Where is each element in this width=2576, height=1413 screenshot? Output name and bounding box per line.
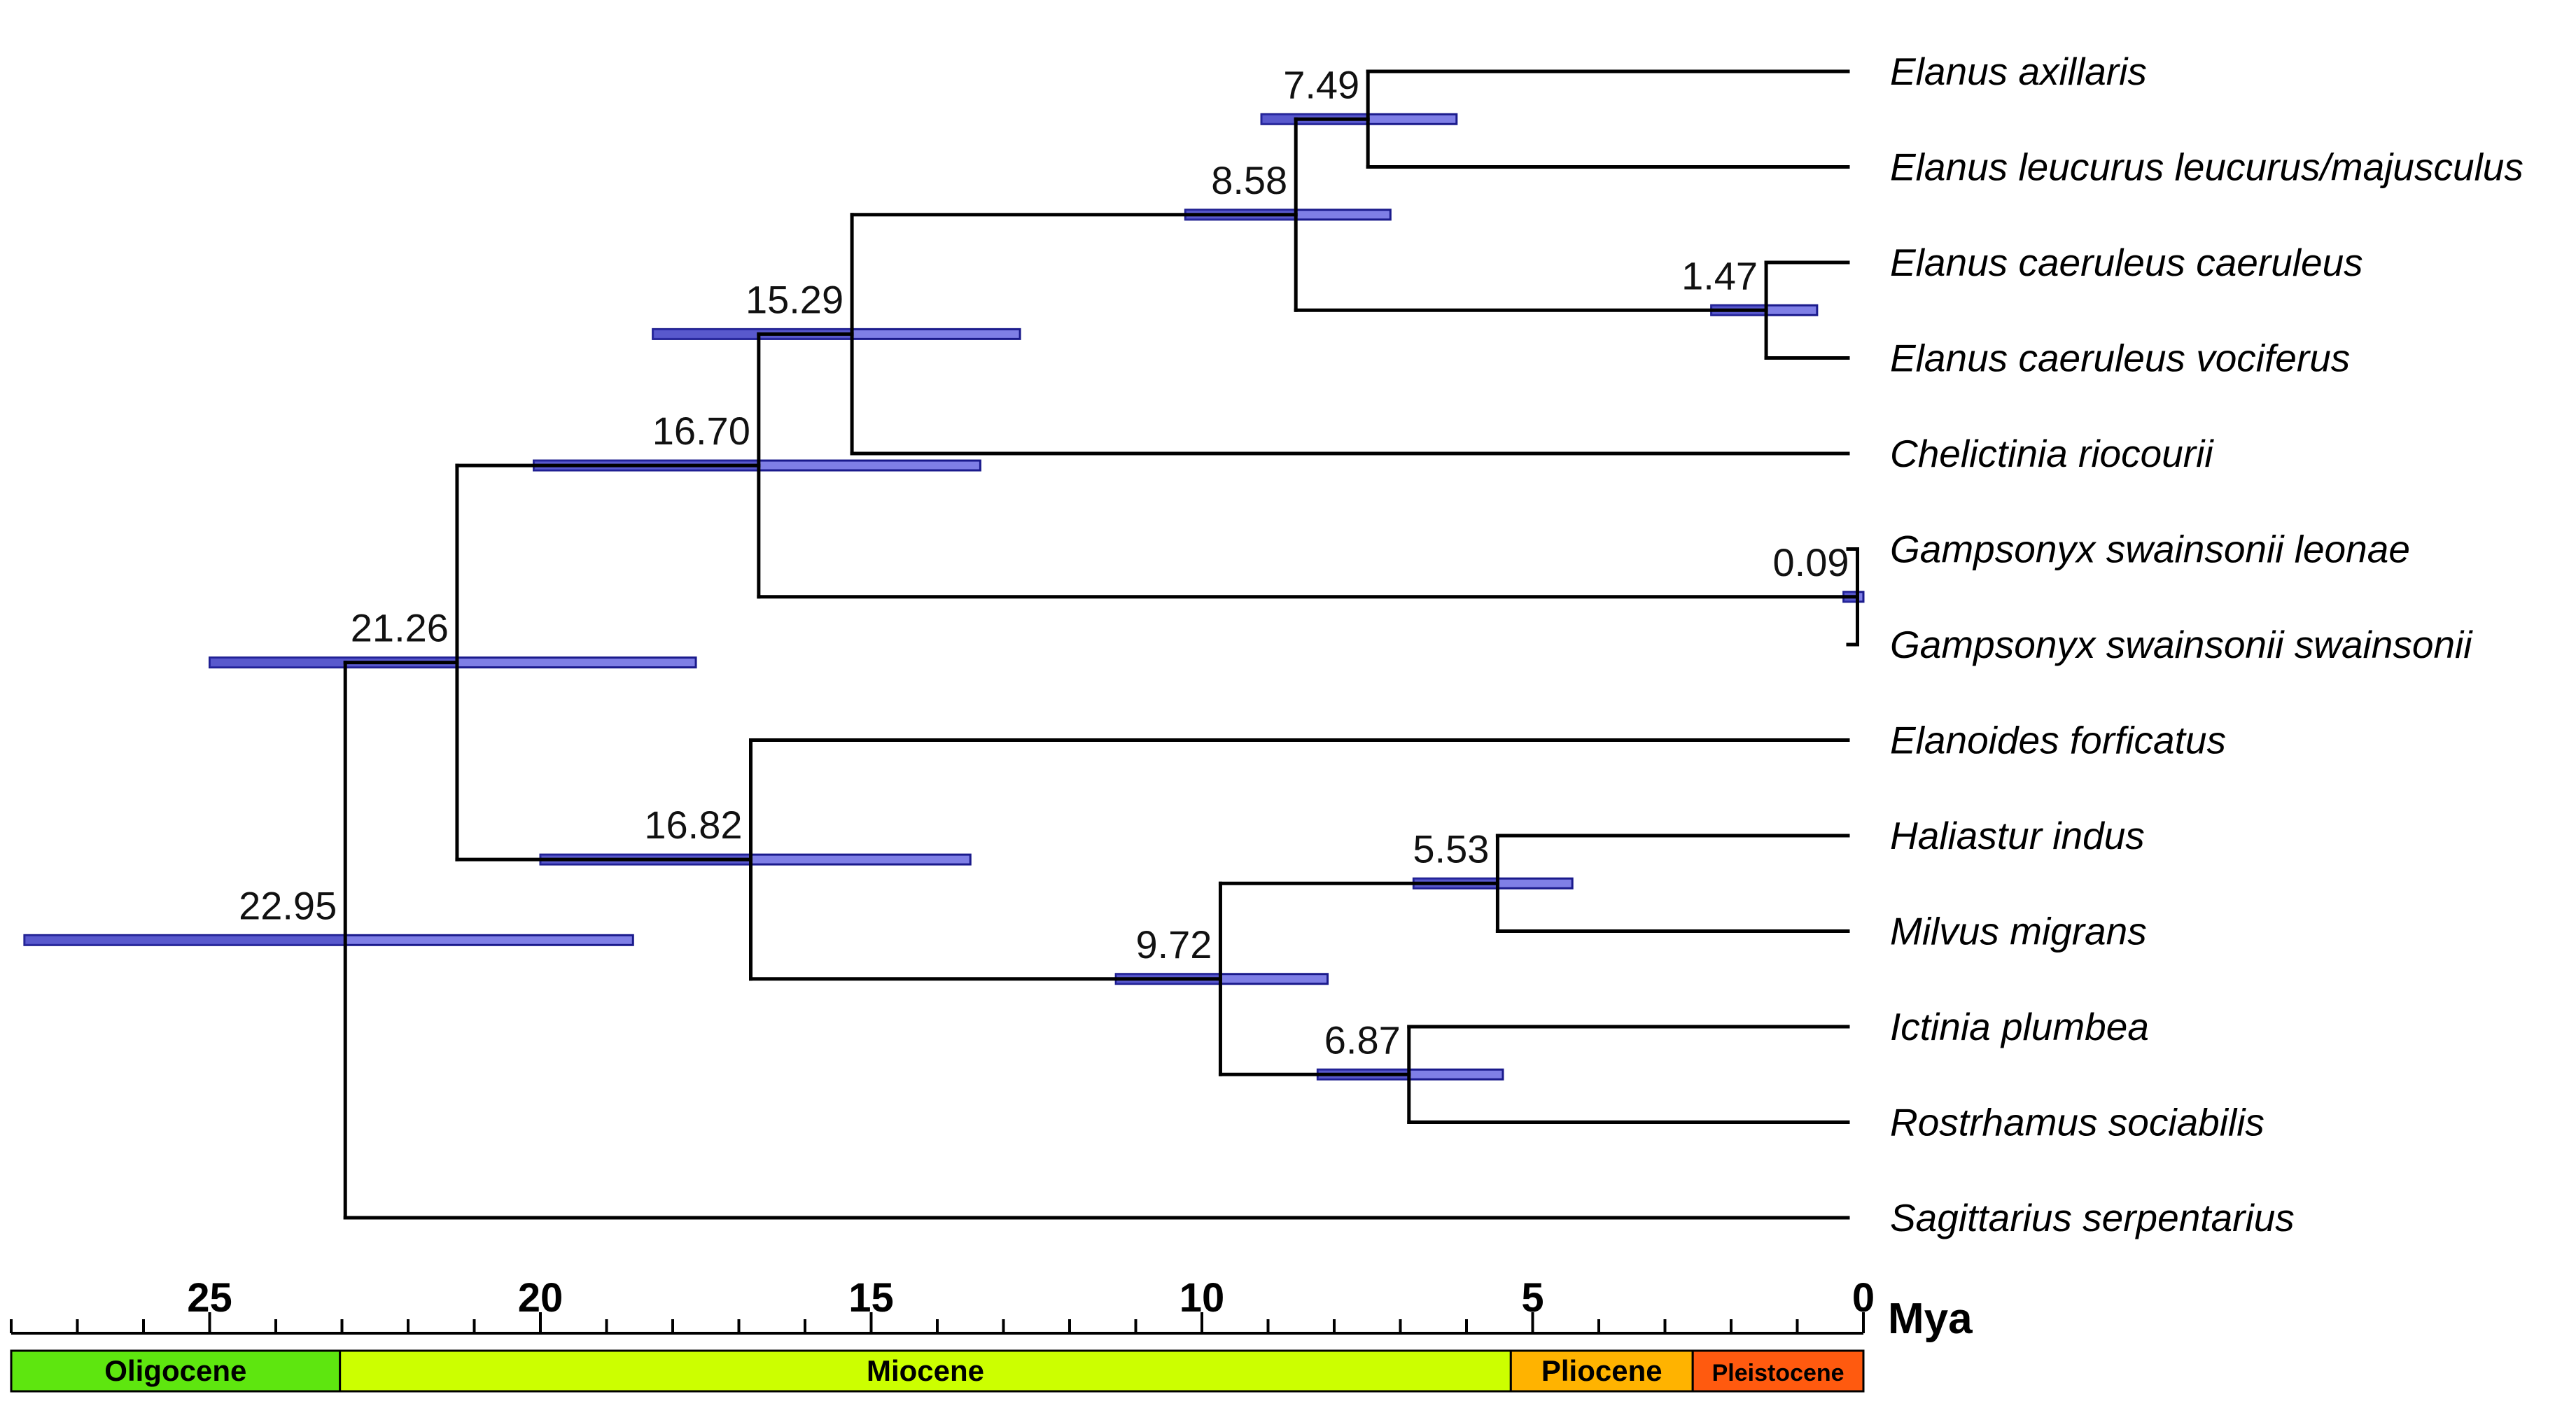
taxon-label-gampsonyx-swainsonii-swainsonii: Gampsonyx swainsonii swainsonii [1890,623,2473,666]
epoch-label-pliocene: Pliocene [1541,1354,1662,1387]
node-age-label-21-26: 21.26 [351,606,449,650]
taxon-label-elanus-caeruleus-vociferus: Elanus caeruleus vociferus [1890,337,2350,380]
node-age-label-7-49: 7.49 [1283,62,1359,106]
axis-tick-label-15: 15 [848,1275,894,1321]
ci-bar-older-22-95 [24,935,346,945]
taxon-label-milvus-migrans: Milvus migrans [1890,910,2147,953]
node-age-label-16-70: 16.70 [652,409,750,453]
taxon-label-haliastur-indus: Haliastur indus [1890,814,2145,857]
node-age-label-22-95: 22.95 [239,883,337,927]
node-age-label-16-82: 16.82 [644,803,742,847]
epoch-label-oligocene: Oligocene [104,1354,246,1387]
taxon-labels: Elanus axillaris Elanus leucurus leucurus… [1890,50,2524,1239]
node-age-label-9-72: 9.72 [1135,922,1212,966]
axis-tick-label-25: 25 [187,1275,232,1321]
taxon-label-elanus-axillaris: Elanus axillaris [1890,50,2147,93]
epoch-bar: Oligocene Miocene Pliocene Pleistocene [10,1349,1865,1393]
node-age-label-5-53: 5.53 [1413,827,1489,871]
taxon-label-chelictinia-riocourii: Chelictinia riocourii [1890,432,2214,475]
node-age-label-1-47: 1.47 [1681,253,1758,297]
taxon-label-sagittarius-serpentarius: Sagittarius serpentarius [1890,1196,2295,1239]
axis-tick-label-0: 0 [1852,1275,1875,1321]
taxon-label-elanus-caeruleus-caeruleus: Elanus caeruleus caeruleus [1890,241,2363,284]
taxon-label-elanoides-forficatus: Elanoides forficatus [1890,719,2226,762]
ci-bar-older-21-26 [209,657,457,668]
node-age-labels: 7.49 1.47 8.58 15.29 0.09 16.70 5.53 6.87 9.72 16… [239,62,1849,1062]
epoch-oligocene [10,1349,342,1393]
axis-tick-label-10: 10 [1180,1275,1225,1321]
epoch-label-miocene: Miocene [867,1354,984,1387]
node-age-label-0-09: 0.09 [1772,540,1849,584]
axis-unit-label: Mya [1888,1295,1973,1343]
taxon-label-elanus-leucurus-leucurus-majusculus: Elanus leucurus leucurus/majusculus [1890,146,2524,189]
axis-tick-label-20: 20 [518,1275,564,1321]
taxon-label-rostrhamus-sociabilis: Rostrhamus sociabilis [1890,1101,2264,1144]
epoch-label-pleistocene: Pleistocene [1712,1360,1844,1386]
axis-tick-label-5: 5 [1521,1275,1544,1321]
taxon-label-ictinia-plumbea: Ictinia plumbea [1890,1005,2149,1048]
node-age-label-15-29: 15.29 [746,277,844,321]
node-age-label-6-87: 6.87 [1324,1018,1401,1062]
taxon-label-gampsonyx-swainsonii-leonae: Gampsonyx swainsonii leonae [1890,528,2410,571]
epoch-pleistocene [1691,1349,1865,1393]
node-age-label-8-58: 8.58 [1211,158,1287,202]
epoch-miocene [339,1349,1512,1393]
time-axis: 25 20 15 10 5 0 Mya [10,1275,1973,1343]
ci-bar-older-15-29 [652,329,853,339]
epoch-pliocene [1509,1349,1694,1393]
axis-ticks: 25 20 15 10 5 0 [10,1275,1875,1333]
branches-layer [343,69,1859,1220]
